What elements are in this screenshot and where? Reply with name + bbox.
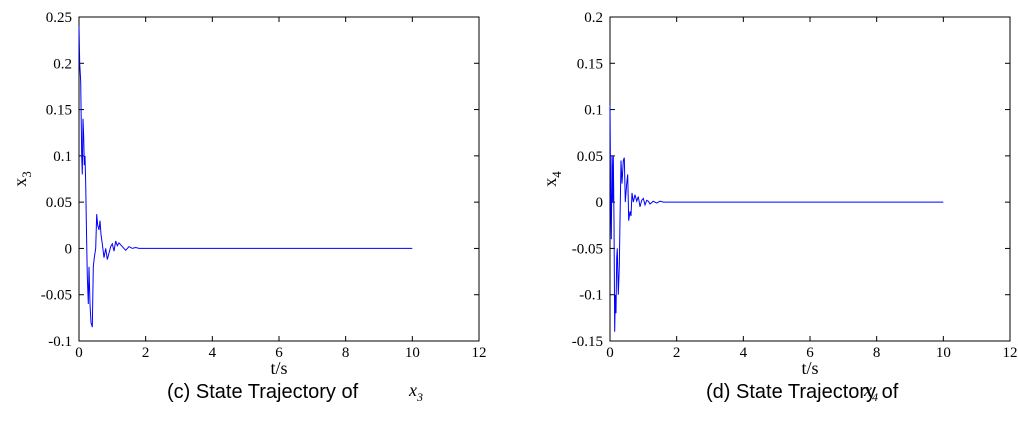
y-tick-label: -0.05	[41, 288, 72, 304]
x-axis-label: t/s	[270, 358, 287, 378]
y-tick-label: 0	[596, 195, 604, 211]
caption-variable: x3	[408, 380, 423, 404]
chart-caption: (c) State Trajectory of	[167, 381, 359, 403]
y-tick-label: -0.05	[572, 241, 603, 257]
chart-caption: (d) State Trajectory of	[706, 381, 899, 403]
y-tick-label: 0.2	[53, 56, 72, 72]
y-tick-label: -0.1	[48, 334, 72, 350]
y-tick-label: 0	[65, 241, 73, 257]
y-tick-label: -0.15	[572, 334, 603, 350]
x-axis-label: t/s	[801, 358, 818, 378]
x-tick-label: 2	[142, 345, 150, 361]
y-tick-label: 0.25	[46, 10, 72, 26]
x-tick-label: 8	[342, 345, 350, 361]
y-tick-label: 0.1	[584, 103, 603, 119]
x-tick-label: 6	[275, 345, 283, 361]
plot-frame	[78, 16, 480, 342]
x-tick-label: 6	[806, 345, 814, 361]
x-tick-label: 4	[209, 345, 217, 361]
y-axis-label: x4	[540, 171, 564, 187]
y-axis-label: x3	[10, 171, 34, 187]
x-tick-label: 12	[1003, 345, 1018, 361]
x-tick-label: 0	[75, 345, 83, 361]
x-tick-label: 12	[472, 345, 487, 361]
x-tick-label: 2	[673, 345, 681, 361]
x-tick-label: 8	[873, 345, 881, 361]
plot-frame	[609, 16, 1011, 342]
chart-1: 0 2 4 6 8 10 12 -0.1 -0.05 0 0.05 0.1 0.15 0.2 0.25 t/s…	[10, 10, 487, 404]
y-tick-label: -0.1	[579, 288, 603, 304]
y-tick-label: 0.05	[46, 195, 72, 211]
x-tick-label: 0	[606, 345, 614, 361]
chart-2: 0 2 4 6 8 10 12 -0.15 -0.1 -0.05 0 0.05 0.1 0.15 0.2 t/…	[540, 10, 1018, 404]
y-tick-label: 0.15	[577, 56, 603, 72]
caption-variable: x4	[863, 380, 878, 404]
y-tick-label: 0.2	[584, 10, 603, 26]
series-line-1	[78, 26, 413, 328]
y-tick-label: 0.15	[46, 103, 72, 119]
x-tick-label: 4	[740, 345, 748, 361]
series-line-1	[609, 104, 944, 332]
y-tick-label: 0.05	[577, 149, 603, 165]
x-tick-label: 10	[936, 345, 951, 361]
x-tick-label: 10	[405, 345, 420, 361]
y-tick-label: 0.1	[53, 149, 72, 165]
